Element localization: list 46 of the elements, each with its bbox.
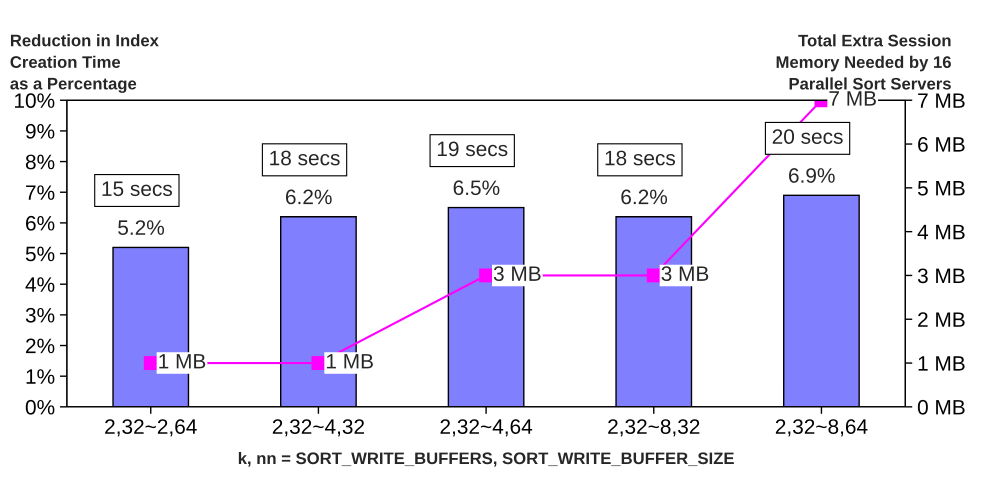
data-label: 6.5% [454, 180, 500, 196]
y2-tick-label: 5 MB [918, 181, 965, 196]
annotation: 20 secs [772, 129, 843, 144]
data-label: 3 MB [494, 266, 541, 282]
y2-tick-label: 4 MB [918, 224, 965, 240]
x-tick-label: 2,32~4,64 [440, 419, 532, 436]
point [144, 356, 158, 370]
y-tick-label: 3% [26, 308, 54, 323]
y2-tick-label: 7 MB [918, 93, 965, 108]
y2-tick-label: 2 MB [918, 312, 965, 327]
data-label: 3 MB [662, 266, 708, 282]
point [311, 356, 326, 370]
x-tick-label: 2,32~2,64 [105, 419, 197, 436]
y2-axis-title: Total Extra Session Memory Needed by 16 Parallel Sort Servers [776, 34, 951, 90]
data-label: 6.9% [789, 168, 835, 183]
point [479, 268, 494, 282]
y-tick-label: 2% [26, 338, 54, 354]
data-label: 7 MB [829, 91, 876, 106]
point [646, 268, 661, 282]
annotation: 18 secs [606, 150, 676, 166]
y2-tick-label: 6 MB [918, 137, 965, 152]
y-tick-label: 8% [26, 154, 54, 170]
data-label: 1 MB [326, 354, 373, 368]
y2-tick-label: 1 MB [918, 356, 965, 371]
y-tick-label: 4% [25, 277, 54, 292]
y-tick-label: 6% [26, 216, 54, 231]
data-label: 1 MB [159, 354, 206, 368]
y2-tick-label: 0 MB [918, 400, 965, 415]
data-label: 5.2% [118, 220, 164, 235]
data-label: 6.2% [621, 190, 668, 204]
x-tick-label: 2,32~8,32 [608, 419, 700, 436]
annotation: 15 secs [102, 182, 172, 196]
y-tick-label: 10% [15, 93, 54, 108]
x-axis-title: k, nn = SORT_WRITE_BUFFERS, SORT_WRITE_BUFFER_SIZE [238, 452, 734, 467]
y-tick-label: 7% [26, 185, 54, 200]
x-tick-label: 2,32~8,64 [776, 419, 868, 436]
annotation: 19 secs [438, 141, 508, 156]
x-tick-label: 2,32~4,32 [272, 419, 364, 436]
y2-tick-label: 3 MB [918, 268, 965, 284]
y-tick-label: 5% [26, 246, 54, 262]
y-tick-label: 9% [26, 124, 54, 139]
data-label: 6.2% [286, 190, 332, 204]
y-tick-label: 1% [26, 369, 54, 384]
annotation: 18 secs [270, 150, 340, 166]
y-axis-title: Reduction in Index Creation Time as a Percentage [10, 34, 159, 93]
y-tick-label: 0% [26, 400, 54, 415]
